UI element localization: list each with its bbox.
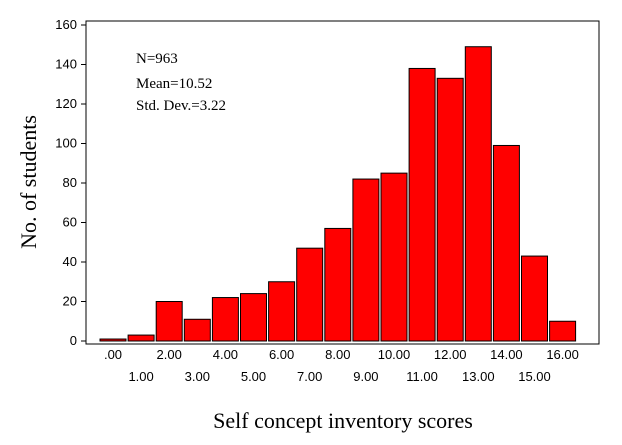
x-tick-label-15.00: 15.00	[518, 369, 551, 384]
x-tick-label-.00: .00	[104, 347, 122, 362]
y-tick-label-0: 0	[70, 333, 77, 348]
y-ticks-layer: 0 20 40 60 80 100 120 140 160	[55, 17, 86, 348]
y-tick-label-140: 140	[55, 57, 77, 72]
bar-16.00	[549, 320, 577, 342]
x-tick-label-9.00: 9.00	[353, 369, 378, 384]
bar-4.00	[211, 297, 239, 342]
x-tick-label-3.00: 3.00	[185, 369, 210, 384]
bar-12.00	[436, 77, 464, 342]
x-tick-label-4.00: 4.00	[213, 347, 238, 362]
y-tick-label-60: 60	[63, 215, 77, 230]
x-tick-label-2.00: 2.00	[157, 347, 182, 362]
bar-14.00	[492, 144, 520, 342]
x-tick-label-11.00: 11.00	[406, 369, 438, 384]
y-axis-title: No. of students	[16, 115, 41, 249]
stat-std-dev: Std. Dev.=3.22	[136, 98, 226, 114]
x-tick-label-10.00: 10.00	[378, 347, 411, 362]
bar-6.00	[268, 281, 296, 342]
bar-3.00	[183, 318, 211, 342]
x-tick-label-6.00: 6.00	[269, 347, 294, 362]
bar-11.00	[408, 67, 436, 342]
y-tick-label-40: 40	[63, 254, 77, 269]
x-tick-label-16.00: 16.00	[546, 347, 579, 362]
y-tick-label-160: 160	[55, 17, 77, 32]
bar-7.00	[296, 247, 324, 342]
stat-mean: Mean=10.52	[136, 76, 212, 92]
x-tick-label-8.00: 8.00	[325, 347, 350, 362]
x-tick-label-13.00: 13.00	[462, 369, 495, 384]
y-tick-label-120: 120	[55, 96, 77, 111]
y-tick-label-80: 80	[63, 175, 77, 190]
bar-5.00	[240, 293, 267, 342]
bar-10.00	[380, 172, 408, 342]
y-tick-label-20: 20	[63, 294, 77, 309]
x-tick-label-7.00: 7.00	[297, 369, 322, 384]
x-tick-label-14.00: 14.00	[490, 347, 523, 362]
stats-annotation: N=963 Mean=10.52 Std. Dev.=3.22	[136, 51, 226, 114]
bar-13.00	[464, 46, 492, 342]
bar-8.00	[324, 227, 352, 342]
y-tick-label-100: 100	[55, 136, 77, 151]
bar-2.00	[155, 301, 183, 342]
stat-n: N=963	[136, 51, 178, 67]
bar-1.00	[127, 334, 155, 342]
bar-15.00	[521, 255, 548, 342]
x-tick-labels-layer: .001.002.003.004.005.006.007.008.009.001…	[104, 347, 579, 384]
x-axis-title: Self concept inventory scores	[213, 408, 473, 433]
x-tick-label-5.00: 5.00	[241, 369, 266, 384]
bar-.00	[99, 338, 127, 342]
x-tick-label-1.00: 1.00	[128, 369, 153, 384]
x-tick-label-12.00: 12.00	[434, 347, 467, 362]
bar-9.00	[352, 178, 380, 342]
bars-layer	[99, 46, 577, 342]
